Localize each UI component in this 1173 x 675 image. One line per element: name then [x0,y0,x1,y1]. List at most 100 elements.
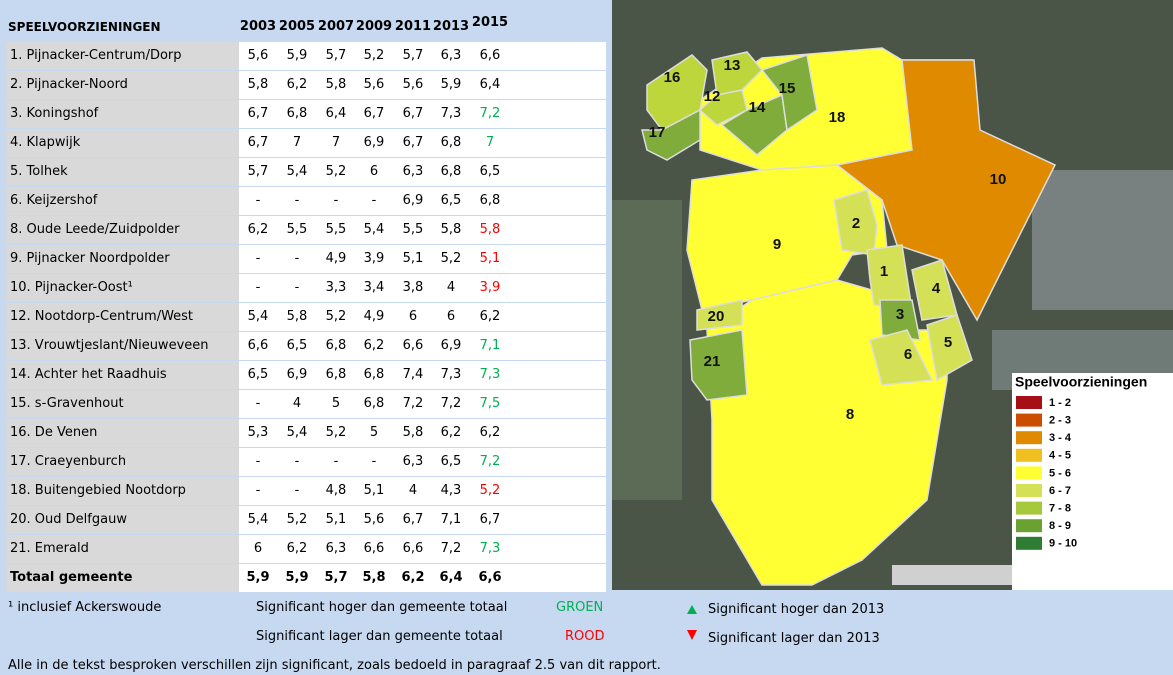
cell-value: 5,6 [355,71,393,99]
cell-value: 7,2 [432,390,470,418]
legend-swatch [1016,396,1042,409]
legend-label: 1 - 2 [1049,397,1071,409]
cell-value: - [317,187,355,215]
cell-value: 6,2 [278,71,316,99]
map-region [698,89,748,126]
region-label: 5 [944,334,952,351]
region-label: 9 [773,236,781,253]
region-label: 1 [880,263,888,280]
legend-box [1012,373,1173,590]
cell-value: 5,5 [394,216,432,244]
legend-text: Significant hoger dan 2013 [708,602,885,617]
cell-value: 4 [278,390,316,418]
legend-swatch [1016,501,1042,515]
region-label: 3 [896,306,904,323]
map-region [835,59,1057,322]
cell-value: 5,2 [278,506,316,534]
cell-value: 5,8 [355,564,393,592]
cell-value: 6,5 [432,448,470,476]
cell-value: 5,6 [355,506,393,534]
cell-value: 5,7 [394,42,432,70]
cell-value: 5,8 [239,71,277,99]
cell-value: 5,9 [278,564,316,592]
cell-value: 5,4 [278,419,316,447]
row-label: 16. De Venen [6,419,244,447]
cell-value: 6,8 [471,187,509,215]
cell-value: 4,9 [317,245,355,273]
cell-value: 5 [355,419,393,447]
cell-value: 6,7 [394,129,432,157]
cell-value: - [239,390,277,418]
cell-value: 6 [355,158,393,186]
cell-value: 7,5 [471,390,509,418]
cell-value: 5,2 [471,477,509,505]
region-label: 2 [852,215,860,232]
legend-word: GROEN [556,600,604,615]
region-label: 16 [664,69,681,86]
cell-value: 5,9 [278,42,316,70]
column-header: 2005 [278,19,316,34]
legend-title: Speelvoorzieningen [1015,374,1147,390]
cell-value: 7,2 [394,390,432,418]
cell-value: 6,3 [394,158,432,186]
cell-value: 3,9 [471,274,509,302]
cell-value: 4 [432,274,470,302]
cell-value: 5,8 [432,216,470,244]
map-region [879,299,921,341]
column-header: 2009 [355,19,393,34]
cell-value: 3,3 [317,274,355,302]
region-label: 10 [990,171,1007,188]
map-region [696,299,743,331]
legend-label: 4 - 5 [1049,450,1071,462]
row-label: 14. Achter het Raadhuis [6,361,244,389]
cell-value: 7,3 [471,535,509,563]
cell-value: 7,2 [471,448,509,476]
cell-value: 5 [317,390,355,418]
cell-value: 6,7 [239,100,277,128]
cell-value: 6,5 [239,361,277,389]
cell-value: 4,8 [317,477,355,505]
cell-value: 5,3 [239,419,277,447]
legend-word: ROOD [565,629,605,644]
cell-value: 7 [317,129,355,157]
row-label: 18. Buitengebied Nootdorp [6,477,244,505]
cell-value: 5,9 [432,71,470,99]
row-label: 20. Oud Delfgauw [6,506,244,534]
cell-value: 5,8 [278,303,316,331]
row-label: 5. Tolhek [6,158,244,186]
row-label: 9. Pijnacker Noordpolder [6,245,244,273]
legend-swatch [1016,431,1042,445]
region-label: 21 [704,353,721,370]
cell-value: 6,7 [394,506,432,534]
cell-value: 6,2 [471,303,509,331]
cell-value: 5,2 [317,158,355,186]
cell-value: 5,4 [239,506,277,534]
row-label: 21. Emerald [6,535,244,563]
cell-value: - [278,448,316,476]
legend-swatch [1016,413,1042,427]
cell-value: 3,4 [355,274,393,302]
cell-value: 3,9 [355,245,393,273]
cell-value: 6,9 [355,129,393,157]
cell-value: 3,8 [394,274,432,302]
cell-value: 6,5 [432,187,470,215]
legend-swatch [1016,448,1042,462]
cell-value: 5,4 [355,216,393,244]
total-label: Totaal gemeente [6,564,244,592]
note: Alle in de tekst besproken verschillen z… [8,658,661,673]
cell-value: 6,9 [278,361,316,389]
cell-value: 6,3 [394,448,432,476]
map-region [689,329,748,401]
cell-value: 6,8 [355,361,393,389]
cell-value: 5,1 [471,245,509,273]
cell-value: 5,2 [317,419,355,447]
cell-value: 6,7 [239,129,277,157]
cell-value: 6,6 [394,535,432,563]
row-label: 17. Craeyenburch [6,448,244,476]
cell-value: 6,7 [394,100,432,128]
cell-value: 6,7 [355,100,393,128]
column-header: SPEELVOORZIENINGEN [8,20,161,34]
legend-label: 7 - 8 [1049,503,1071,515]
cell-value: 5,8 [317,71,355,99]
